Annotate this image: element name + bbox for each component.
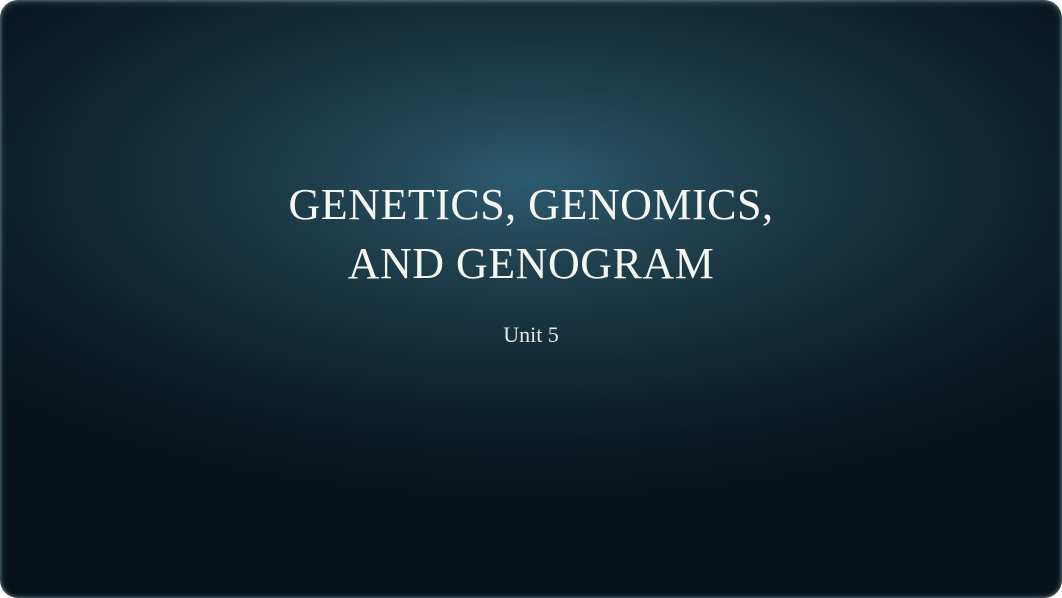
- presentation-slide: GENETICS, GENOMICS, AND GENOGRAM Unit 5: [0, 0, 1062, 598]
- slide-title: GENETICS, GENOMICS, AND GENOGRAM: [289, 175, 774, 294]
- title-line-2: AND GENOGRAM: [348, 239, 715, 288]
- slide-subtitle: Unit 5: [503, 322, 559, 348]
- title-line-1: GENETICS, GENOMICS,: [289, 180, 774, 229]
